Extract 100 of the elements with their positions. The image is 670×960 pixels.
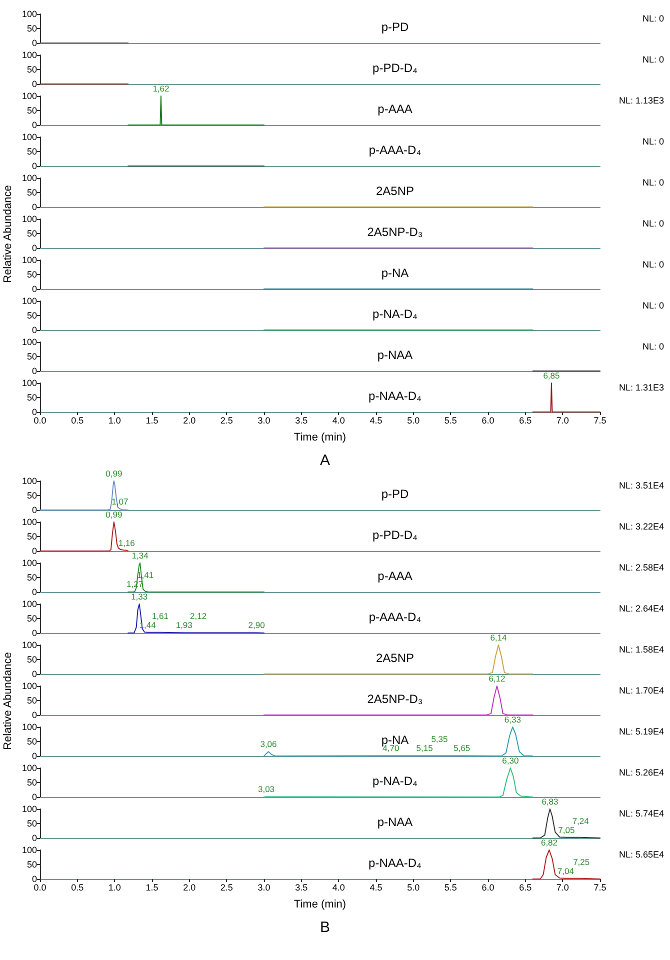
x-tick-label: 2.5 (220, 882, 233, 892)
text: NL: 0 (642, 218, 664, 228)
annotation: 5,35 (431, 734, 448, 744)
text: NL: 0 (642, 54, 664, 64)
y-tick-label: 100 (22, 640, 37, 650)
line-series (532, 808, 600, 838)
x-tick-label: 7.5 (594, 416, 606, 426)
x-tick-label: 0.0 (34, 416, 46, 426)
y-tick-label: 50 (26, 24, 37, 34)
y-tick-label: 50 (26, 572, 37, 582)
annotation: 6,82 (540, 838, 558, 848)
x-tick-label: 6.5 (519, 882, 532, 892)
x-tick-label: 3.5 (295, 882, 308, 892)
text: NL: 2.64E4 (618, 604, 664, 614)
text: 2A5NP (376, 651, 414, 665)
text: p-NAA-D₄ (368, 389, 422, 403)
text: p-NA (381, 266, 409, 280)
x-tick-label: 5.0 (407, 882, 420, 892)
x-tick-label: 3.0 (258, 416, 270, 426)
y-tick-label: 100 (22, 722, 37, 732)
y-tick-label: 50 (26, 696, 37, 706)
y-tick-label: 50 (26, 228, 37, 238)
y-tick-label: 100 (22, 558, 37, 568)
x-tick-label: 6.5 (519, 416, 532, 426)
annotation: 7,24 (572, 816, 590, 826)
y-tick-label: 50 (26, 490, 37, 500)
text: p-PD (381, 20, 409, 34)
x-tick-label: 0.5 (71, 882, 84, 892)
y-tick-label: 0 (32, 505, 37, 515)
line-series (128, 562, 264, 592)
text: p-PD-D₄ (372, 528, 418, 542)
y-tick-label: 100 (22, 91, 37, 101)
annotation: 0,99 (106, 468, 122, 478)
text: NL: 1.58E4 (618, 644, 664, 654)
y-tick-label: 100 (22, 337, 37, 347)
x-tick-label: 4.0 (332, 416, 345, 426)
y-tick-label: 0 (32, 161, 37, 171)
y-tick-label: 50 (26, 146, 37, 156)
text: NL: 0 (642, 14, 664, 24)
annotation: 5,15 (416, 743, 434, 754)
x-tick-label: 4.5 (370, 416, 382, 426)
text: NL: 0 (642, 136, 664, 146)
annotation: 1,34 (132, 550, 149, 560)
text: NL: 0 (642, 178, 664, 188)
annotation: 6,30 (502, 756, 519, 766)
y-tick-label: 0 (32, 874, 37, 884)
y-tick-label: 0 (32, 751, 37, 761)
annotation: 1,61 (152, 610, 169, 621)
annotation: 2,90 (248, 620, 266, 630)
y-tick-label: 100 (22, 255, 37, 265)
x-tick-label: 5.5 (444, 416, 457, 426)
y-tick-label: 50 (26, 64, 37, 74)
x-tick-label: 1.0 (108, 882, 121, 892)
y-tick-label: 50 (26, 818, 37, 828)
y-tick-label: 100 (22, 476, 37, 486)
y-tick-label: 0 (32, 792, 37, 802)
y-tick-label: 50 (26, 860, 37, 870)
text: p-AAA (378, 102, 412, 116)
x-tick-label: 4.5 (370, 882, 382, 892)
line-series (532, 850, 600, 880)
x-tick-label: 7.0 (556, 416, 569, 426)
x-tick-label: 1.0 (108, 416, 121, 426)
text: NL: 1.13E3 (618, 96, 664, 106)
annotation: 1,93 (176, 620, 193, 630)
y-tick-label: 100 (22, 9, 37, 19)
annotation: 7,25 (573, 856, 590, 867)
text: NL: 5.65E4 (618, 850, 664, 860)
y-tick-label: 0 (32, 546, 37, 556)
x-tick-label: 2.0 (183, 416, 196, 426)
x-tick-label: 1.5 (146, 416, 158, 426)
y-tick-label: 0 (32, 628, 37, 638)
text: NL: 5.74E4 (618, 808, 664, 818)
y-tick-label: 0 (32, 38, 37, 48)
y-tick-label: 100 (22, 763, 37, 773)
annotation: 6,14 (490, 632, 507, 642)
y-tick-label: 0 (32, 79, 37, 89)
x-tick-label: 3.0 (258, 882, 270, 892)
y-tick-label: 50 (26, 270, 37, 280)
y-tick-label: 100 (22, 681, 37, 691)
annotation: 7,05 (558, 824, 575, 835)
y-tick-label: 100 (22, 296, 37, 306)
y-tick-label: 0 (32, 669, 37, 679)
text: NL: 1.31E3 (618, 382, 664, 392)
text: NL: 3.51E4 (618, 480, 664, 490)
text: p-PD (381, 487, 409, 501)
text: A (320, 452, 330, 469)
text: NL: 1.70E4 (618, 686, 664, 696)
y-tick-label: 50 (26, 310, 37, 320)
y-tick-label: 50 (26, 614, 37, 624)
annotation: 3,03 (258, 784, 275, 794)
x-tick-label: 4.0 (332, 882, 345, 892)
annotation: 5,65 (454, 743, 470, 754)
y-axis-title: Relative Abundance (2, 184, 14, 282)
x-tick-label: 6.0 (482, 416, 494, 426)
x-tick-label: 7.5 (594, 882, 606, 892)
text: NL: 0 (642, 300, 664, 310)
annotation: 6,33 (504, 714, 522, 724)
text: p-NAA-D₄ (368, 856, 422, 870)
text: p-AAA-D₄ (368, 143, 422, 157)
line-series (264, 686, 534, 716)
